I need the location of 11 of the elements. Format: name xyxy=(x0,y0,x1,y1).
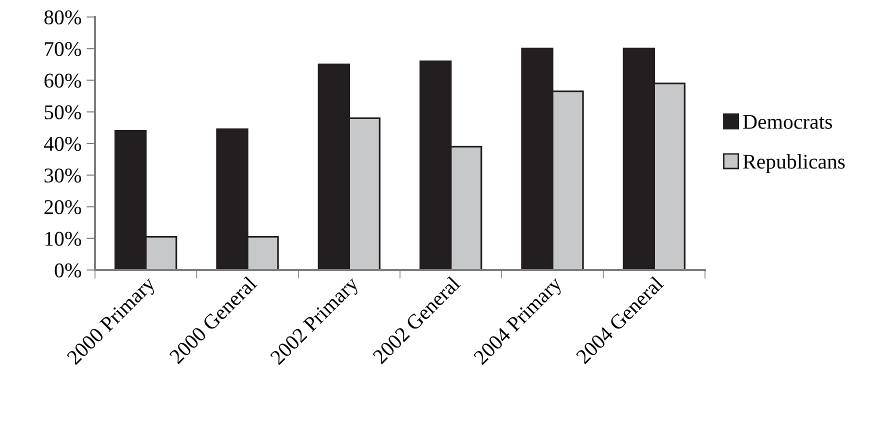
y-tick-label: 20% xyxy=(44,200,82,214)
y-tick-label: 0% xyxy=(54,263,82,278)
y-tick-label: 10% xyxy=(45,232,82,246)
y-tick-label: 80% xyxy=(44,10,82,24)
legend-label: Republicans xyxy=(743,154,845,173)
y-tick-label: 70% xyxy=(44,42,82,56)
y-tick-label: 50% xyxy=(44,105,82,120)
legend-label: Democrats xyxy=(743,115,832,129)
y-tick-label: 30% xyxy=(44,168,82,183)
y-tick-label: 60% xyxy=(44,74,82,88)
y-tick-label: 40% xyxy=(44,136,82,151)
